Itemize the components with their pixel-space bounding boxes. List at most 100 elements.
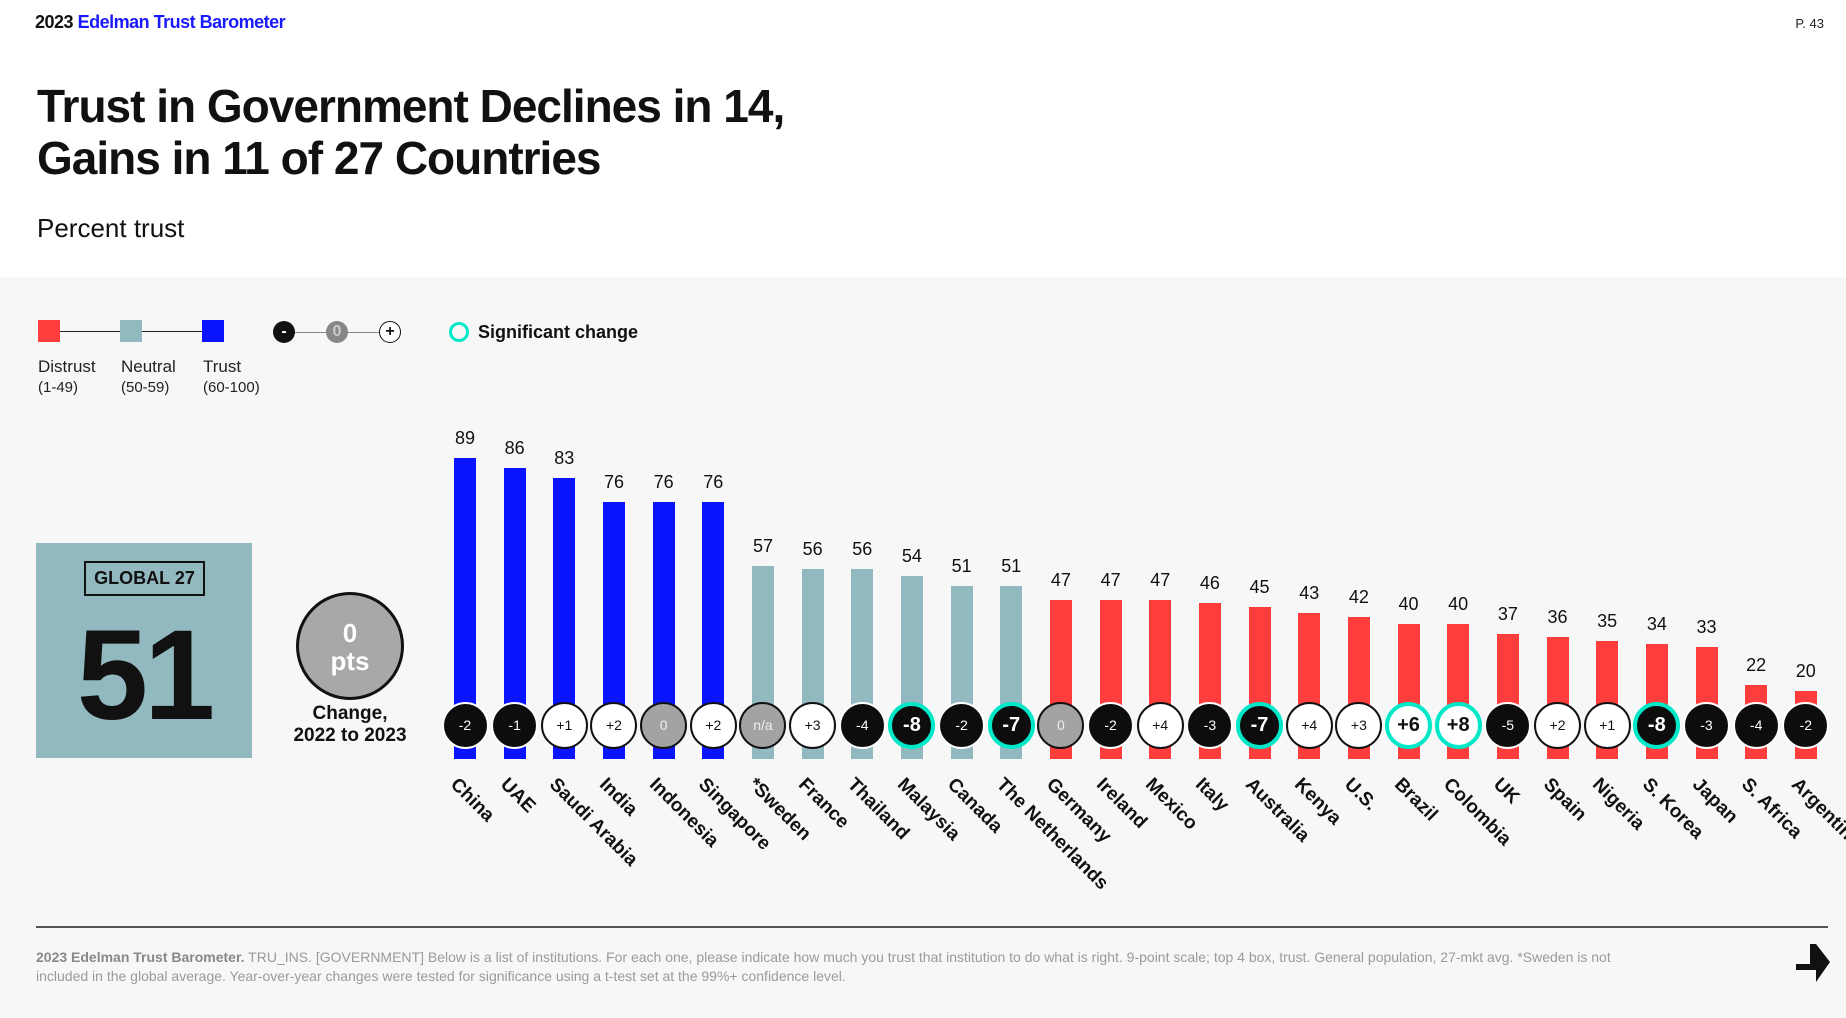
value-label: 47 <box>1050 569 1071 590</box>
change-bubble: +2 <box>590 701 638 749</box>
value-label: 36 <box>1547 607 1568 628</box>
legend-distrust-label: Distrust <box>38 357 96 376</box>
change-bubble: +1 <box>1583 701 1631 749</box>
change-bubble: +1 <box>540 701 588 749</box>
logo-year: 2023 <box>35 12 74 32</box>
change-bubble: +3 <box>789 701 837 749</box>
subtitle: Percent trust <box>37 213 185 243</box>
value-label: 34 <box>1646 613 1667 634</box>
value-label: 42 <box>1348 586 1369 607</box>
page-title: Trust in Government Declines in 14, Gains… <box>37 80 785 184</box>
legend-neutral-range: (50-59) <box>121 379 170 396</box>
global-change-unit: pts <box>330 646 370 676</box>
bar <box>702 501 725 759</box>
country-label: India <box>595 774 642 821</box>
change-bubble: -8 <box>888 701 936 749</box>
change-bubble: +4 <box>1285 701 1333 749</box>
arrow-down-right-icon[interactable] <box>1796 944 1830 984</box>
value-label: 86 <box>504 437 525 458</box>
change-bubble: -5 <box>1484 701 1532 749</box>
logo-brand: Edelman Trust Barometer <box>77 12 286 32</box>
footnote-text: TRU_INS. [GOVERNMENT] Below is a list of… <box>36 949 1611 984</box>
title-line-1: Trust in Government Declines in 14, <box>37 80 785 132</box>
change-bubble: -2 <box>1782 701 1830 749</box>
change-bubble: +8 <box>1434 701 1482 749</box>
change-bubble: 0 <box>1037 701 1085 749</box>
value-label: 51 <box>951 556 972 577</box>
country-label: Spain <box>1538 774 1591 826</box>
page-number: P. 43 <box>1795 16 1824 31</box>
country-label: Mexico <box>1141 774 1202 835</box>
change-label-line-1: Change, <box>312 703 388 724</box>
value-label: 57 <box>752 536 773 557</box>
value-label: 51 <box>1001 556 1022 577</box>
value-label: 76 <box>703 471 724 492</box>
value-label: 43 <box>1299 583 1320 604</box>
value-label: 37 <box>1497 603 1518 624</box>
change-label-line-2: 2022 to 2023 <box>293 725 407 746</box>
bar <box>454 457 476 759</box>
value-label: 20 <box>1795 661 1816 682</box>
value-label: 22 <box>1746 654 1767 675</box>
change-bubble: +2 <box>689 701 737 749</box>
legend-distrust-range: (1-49) <box>38 379 79 396</box>
global-change-label: Change, 2022 to 2023 <box>270 703 430 747</box>
country-label: Saudi Arabia <box>545 774 642 871</box>
change-bubble: -2 <box>1087 701 1135 749</box>
value-label: 40 <box>1398 593 1419 614</box>
country-label: UAE <box>495 774 540 818</box>
bar <box>652 501 675 759</box>
value-label: 76 <box>603 471 624 492</box>
footnote: 2023 Edelman Trust Barometer. TRU_INS. [… <box>36 948 1636 986</box>
footnote-source: 2023 Edelman Trust Barometer. <box>36 949 245 965</box>
value-label: 40 <box>1448 593 1469 614</box>
value-label: 56 <box>802 539 823 560</box>
change-bubble: n/a <box>739 701 787 749</box>
change-bubble: +2 <box>1534 701 1582 749</box>
change-bubble: -4 <box>838 701 886 749</box>
country-label: Brazil <box>1389 774 1442 826</box>
change-bubble: -3 <box>1186 701 1234 749</box>
legend-distrust-swatch <box>38 320 60 342</box>
legend-negative-dot: - <box>273 321 295 343</box>
change-bubble: -7 <box>987 701 1035 749</box>
change-bubble: -2 <box>441 701 489 749</box>
value-label: 35 <box>1597 610 1618 631</box>
global-27-box: GLOBAL 27 51 <box>36 543 252 758</box>
change-bubble: -4 <box>1732 701 1780 749</box>
change-bubble: -1 <box>491 701 539 749</box>
value-label: 33 <box>1696 617 1717 638</box>
bar <box>602 501 625 759</box>
legend-neutral: Neutral (50-59) <box>121 356 176 398</box>
significant-change-icon <box>449 322 469 342</box>
change-bubble: -3 <box>1683 701 1730 749</box>
value-label: 47 <box>1150 569 1171 590</box>
legend-distrust: Distrust (1-49) <box>38 356 96 398</box>
change-bubble: +3 <box>1335 701 1383 749</box>
footer-divider <box>36 926 1828 928</box>
change-bubble: +6 <box>1385 701 1433 749</box>
change-bubble: 0 <box>640 701 688 749</box>
country-label: Argentina <box>1786 774 1846 852</box>
country-label: China <box>446 774 499 827</box>
change-bubble: -7 <box>1236 701 1284 749</box>
bar <box>503 467 526 759</box>
bar <box>553 478 576 759</box>
country-label: Nigeria <box>1588 774 1649 835</box>
legend-trust: Trust (60-100) <box>203 356 260 398</box>
significant-change-label: Significant change <box>478 322 639 342</box>
value-label: 45 <box>1249 576 1270 597</box>
value-label: 47 <box>1100 569 1121 590</box>
legend-zero-dot: 0 <box>326 321 348 343</box>
country-label: UK <box>1489 774 1524 809</box>
global-change-circle: 0 pts <box>296 592 404 700</box>
country-label: Italy <box>1191 774 1233 816</box>
value-label: 89 <box>454 427 476 448</box>
global-27-value: 51 <box>76 604 215 747</box>
legend-positive-dot: + <box>379 321 401 343</box>
legend-trust-range: (60-100) <box>203 379 260 396</box>
value-label: 46 <box>1199 573 1220 594</box>
legend-trust-label: Trust <box>203 357 242 376</box>
brand-logo: 2023 Edelman Trust Barometer <box>35 12 286 33</box>
